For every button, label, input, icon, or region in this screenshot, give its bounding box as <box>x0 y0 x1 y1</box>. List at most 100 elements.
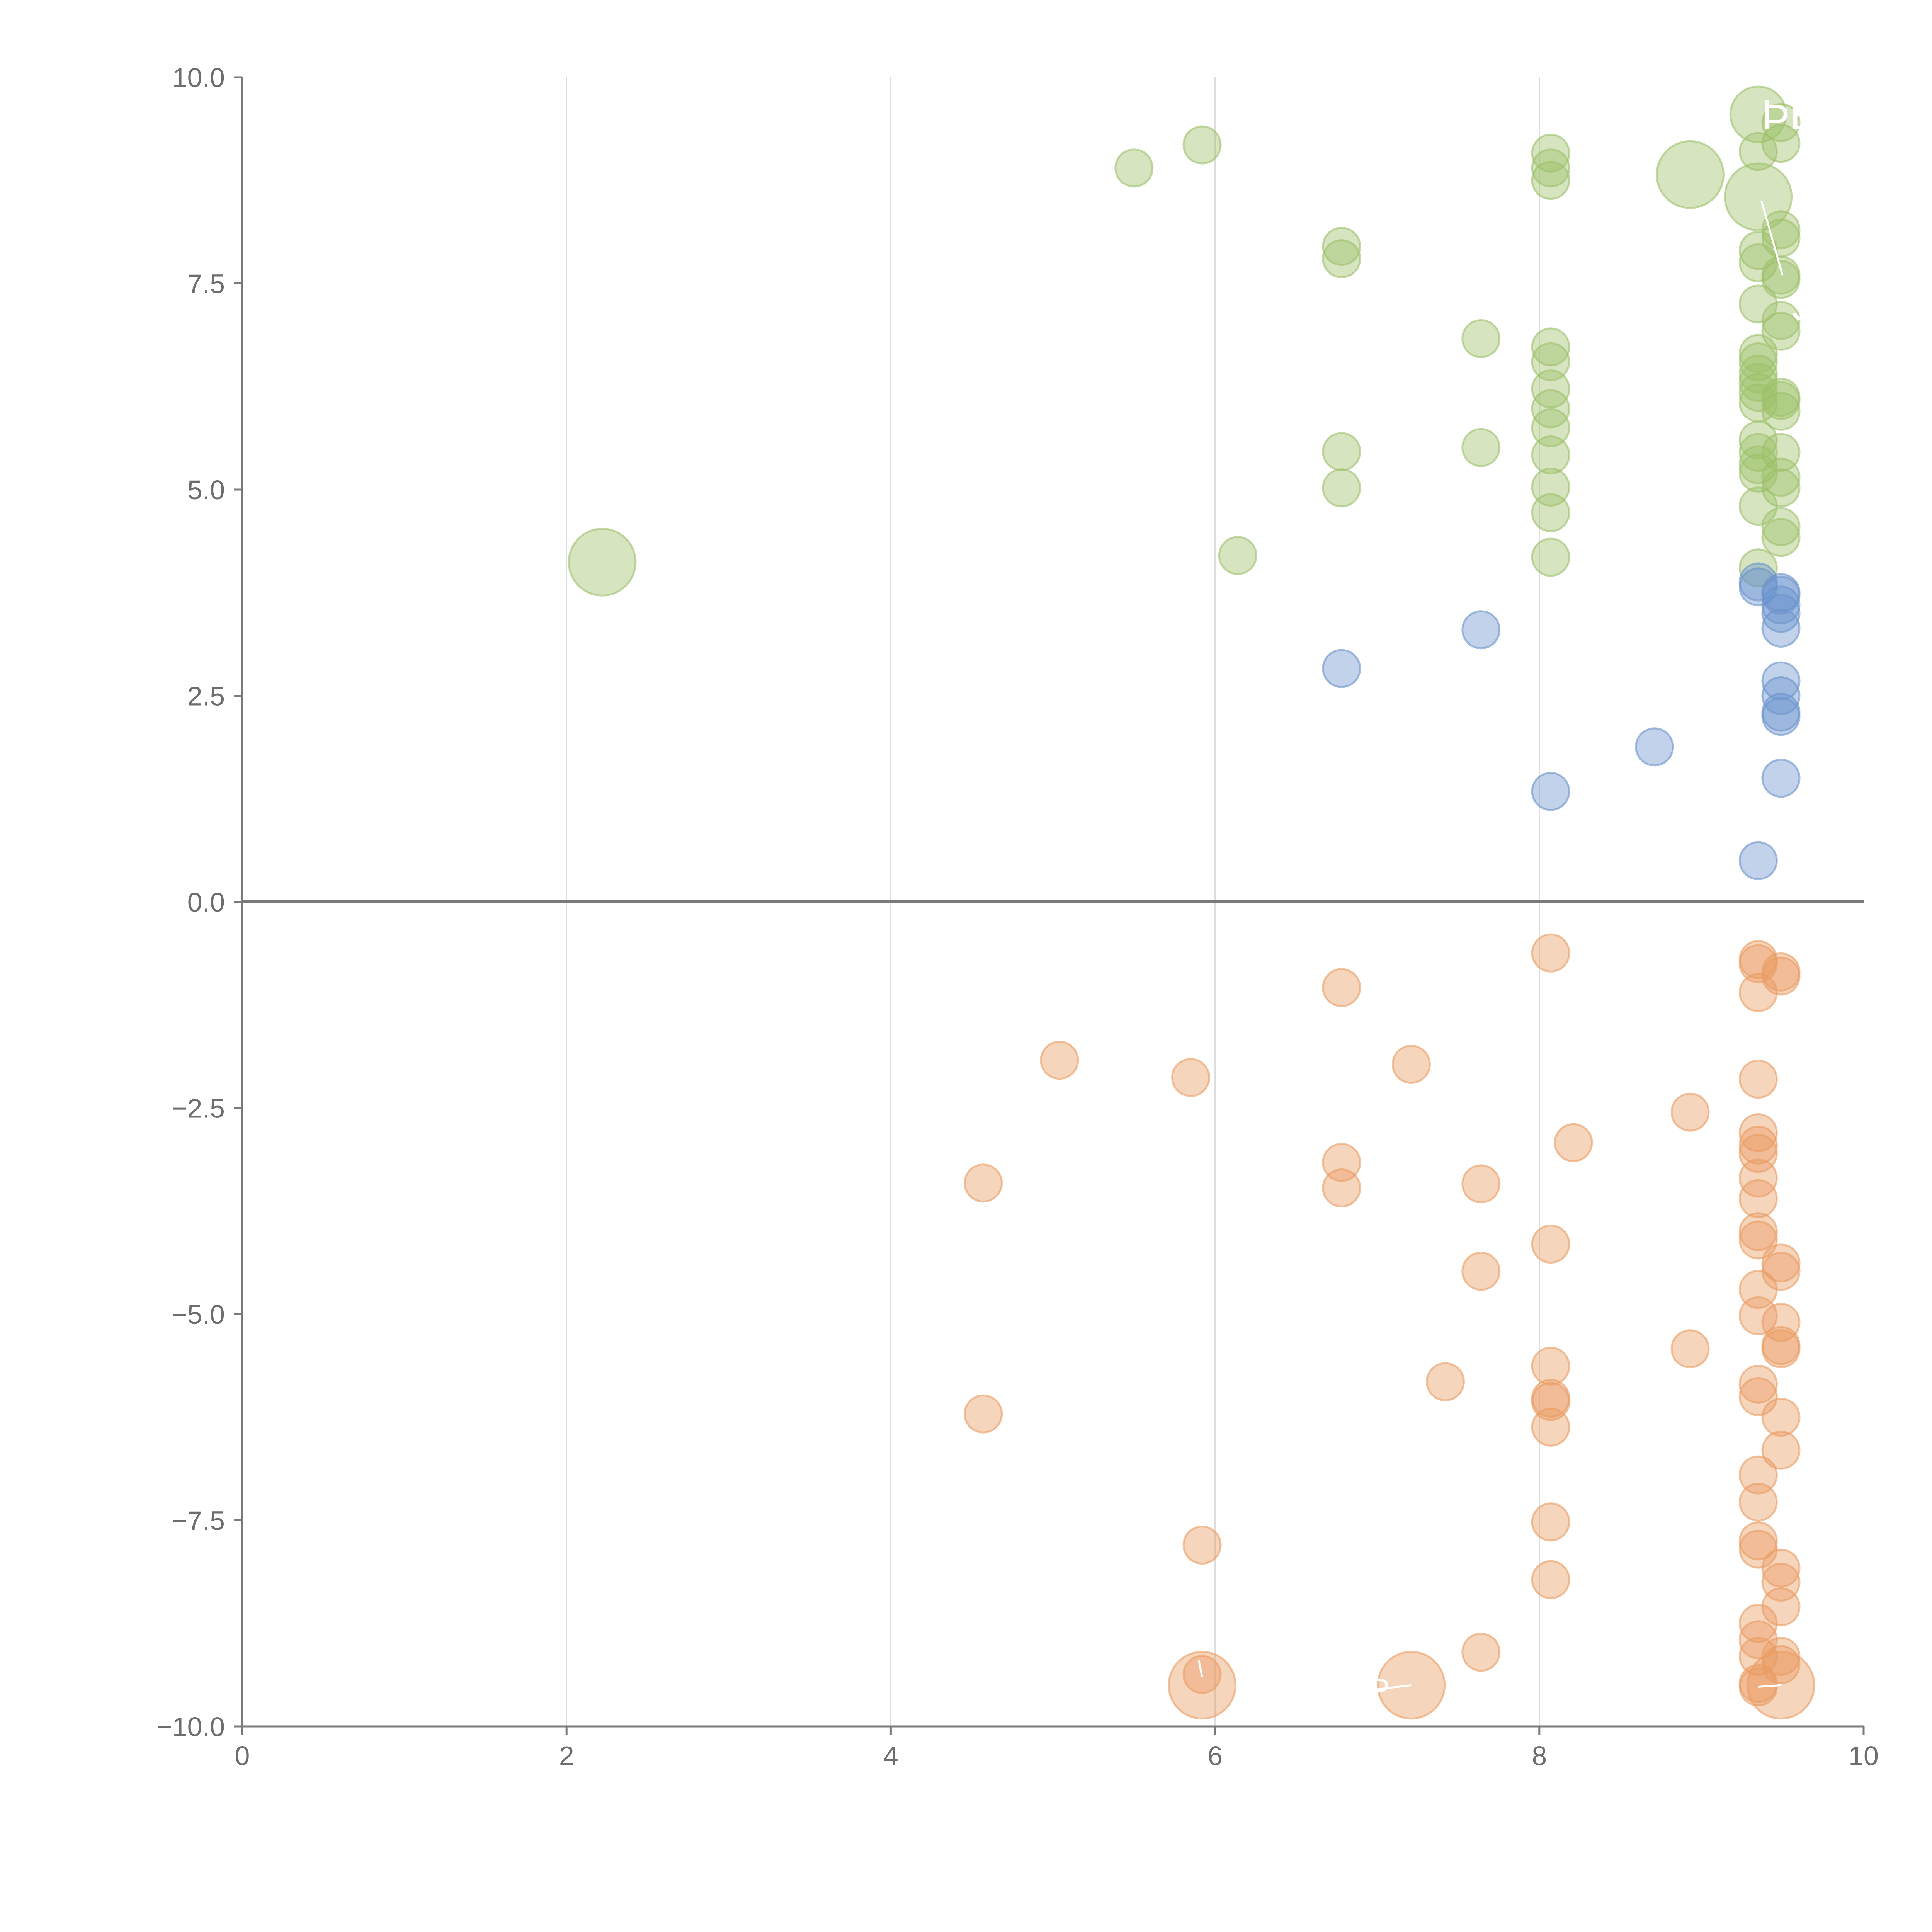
bubble-point <box>1761 457 1801 497</box>
bubble-point <box>1761 468 1801 508</box>
bubble-point <box>1761 1645 1801 1684</box>
bubble-point <box>1761 759 1801 798</box>
bubble-point <box>1554 1123 1593 1162</box>
bubble-point <box>1738 1113 1778 1153</box>
bubble-point <box>1738 243 1778 282</box>
bubble-point <box>1461 610 1501 650</box>
annotation-label: SS <box>1791 282 1847 330</box>
bubble-point <box>1738 1483 1778 1522</box>
bubble-point <box>1738 1158 1778 1198</box>
annotation-label: P <box>1369 1672 1389 1707</box>
bubble-point <box>1531 1502 1570 1542</box>
bubble-point <box>1182 125 1222 165</box>
bubble-point <box>1761 124 1801 163</box>
bubble-point <box>1761 661 1801 701</box>
bubble-point <box>1738 1620 1778 1660</box>
bubble-point <box>1531 772 1570 811</box>
bubble-point <box>1322 649 1361 688</box>
bubble-point <box>1531 1407 1570 1447</box>
bubble-point <box>1738 132 1778 171</box>
bubble-point <box>1461 1164 1501 1204</box>
axes-layer: 0 2 4 6 8 10 10.0 7.5 5.0 2.5 0.0 −2.5 −5.0 −7.5 −10.0 <box>156 63 1879 1771</box>
bubble-point <box>1761 391 1801 431</box>
bubble-point <box>1531 161 1570 200</box>
bubble-point <box>1322 1168 1361 1208</box>
bubble-point <box>1761 697 1801 736</box>
bubble-point <box>1738 1212 1778 1252</box>
bubble-point <box>1531 133 1570 173</box>
bubble-point <box>1761 956 1801 996</box>
annotation-label: ÞE <box>1762 91 1818 139</box>
bubble-point <box>1761 1430 1801 1470</box>
bubble-point <box>1531 369 1570 409</box>
bubble-point <box>1761 518 1801 557</box>
bubble-point <box>1761 301 1801 340</box>
bubble-point <box>1531 1346 1570 1386</box>
bubble-point <box>1738 944 1778 983</box>
y-tick-label: 7.5 <box>187 269 225 299</box>
bubble-point <box>1114 148 1154 188</box>
y-tick-label: −10.0 <box>156 1712 225 1742</box>
bubble-point <box>1761 311 1801 351</box>
bubble-point <box>1729 85 1787 143</box>
bubble-point <box>1322 468 1361 508</box>
bubble-point <box>1461 1252 1501 1291</box>
bubble-point <box>1670 1092 1710 1132</box>
annotation-leader-line <box>1760 201 1784 276</box>
annotation-leader-line <box>1377 1684 1412 1690</box>
bubble-point <box>1761 507 1801 546</box>
bubble-point <box>1425 1362 1465 1401</box>
bubble-point <box>1391 1044 1431 1084</box>
bubble-point <box>964 1394 1003 1434</box>
bubble-point <box>1531 1560 1570 1599</box>
bubble-point <box>1738 1296 1778 1335</box>
annotations-layer: ÞE SS P <box>1198 91 1847 1707</box>
bubble-point <box>1738 284 1778 324</box>
y-tick-label: −2.5 <box>172 1094 225 1124</box>
bubble-point <box>1761 260 1801 299</box>
bubble-point <box>1322 239 1361 278</box>
bubble-point <box>1738 1455 1778 1495</box>
bubble-point <box>1761 381 1801 420</box>
bubble-point <box>964 1163 1003 1203</box>
bubble-point <box>1761 1252 1801 1291</box>
annotation-leader-line <box>1198 1660 1203 1677</box>
bubble-point <box>1322 968 1361 1007</box>
bubble-point <box>1761 1329 1801 1369</box>
bubble-point <box>1182 1526 1222 1565</box>
bubble-point <box>1761 609 1801 648</box>
bubble-point <box>1322 432 1361 471</box>
bubble-point <box>1761 1243 1801 1283</box>
bubble-point <box>1168 1651 1236 1720</box>
bubble-point <box>1738 1604 1778 1643</box>
bubble-point <box>1738 1179 1778 1218</box>
y-tick-label: 0.0 <box>187 887 225 917</box>
x-tick-label: 4 <box>883 1741 898 1771</box>
bubble-point <box>1531 537 1570 577</box>
bubble-point <box>1738 1364 1778 1404</box>
y-tick-label: −5.0 <box>172 1299 225 1330</box>
bubble-point <box>1761 1548 1801 1588</box>
bubble-point <box>1738 1377 1778 1416</box>
y-tick-label: 5.0 <box>187 475 225 505</box>
bubble-point <box>1670 1329 1710 1369</box>
y-tick-label: −7.5 <box>172 1506 225 1536</box>
bubble-point <box>1531 408 1570 447</box>
bubble-point <box>1531 327 1570 367</box>
y-tick-label: 2.5 <box>187 681 225 711</box>
bubble-point <box>1531 342 1570 381</box>
x-tick-label: 10 <box>1849 1741 1879 1771</box>
bubble-point <box>1761 103 1801 142</box>
bubble-point <box>1531 493 1570 532</box>
bubble-point <box>1738 1637 1778 1676</box>
bubble-point <box>1738 841 1778 880</box>
bubble-point <box>1761 1587 1801 1627</box>
bubble-point <box>1738 433 1778 472</box>
bubble-point <box>1531 435 1570 474</box>
bubble-point <box>1322 226 1361 266</box>
bubble-point <box>1738 1126 1778 1165</box>
bubble-point <box>1761 1398 1801 1437</box>
bubble-point <box>1171 1058 1211 1097</box>
